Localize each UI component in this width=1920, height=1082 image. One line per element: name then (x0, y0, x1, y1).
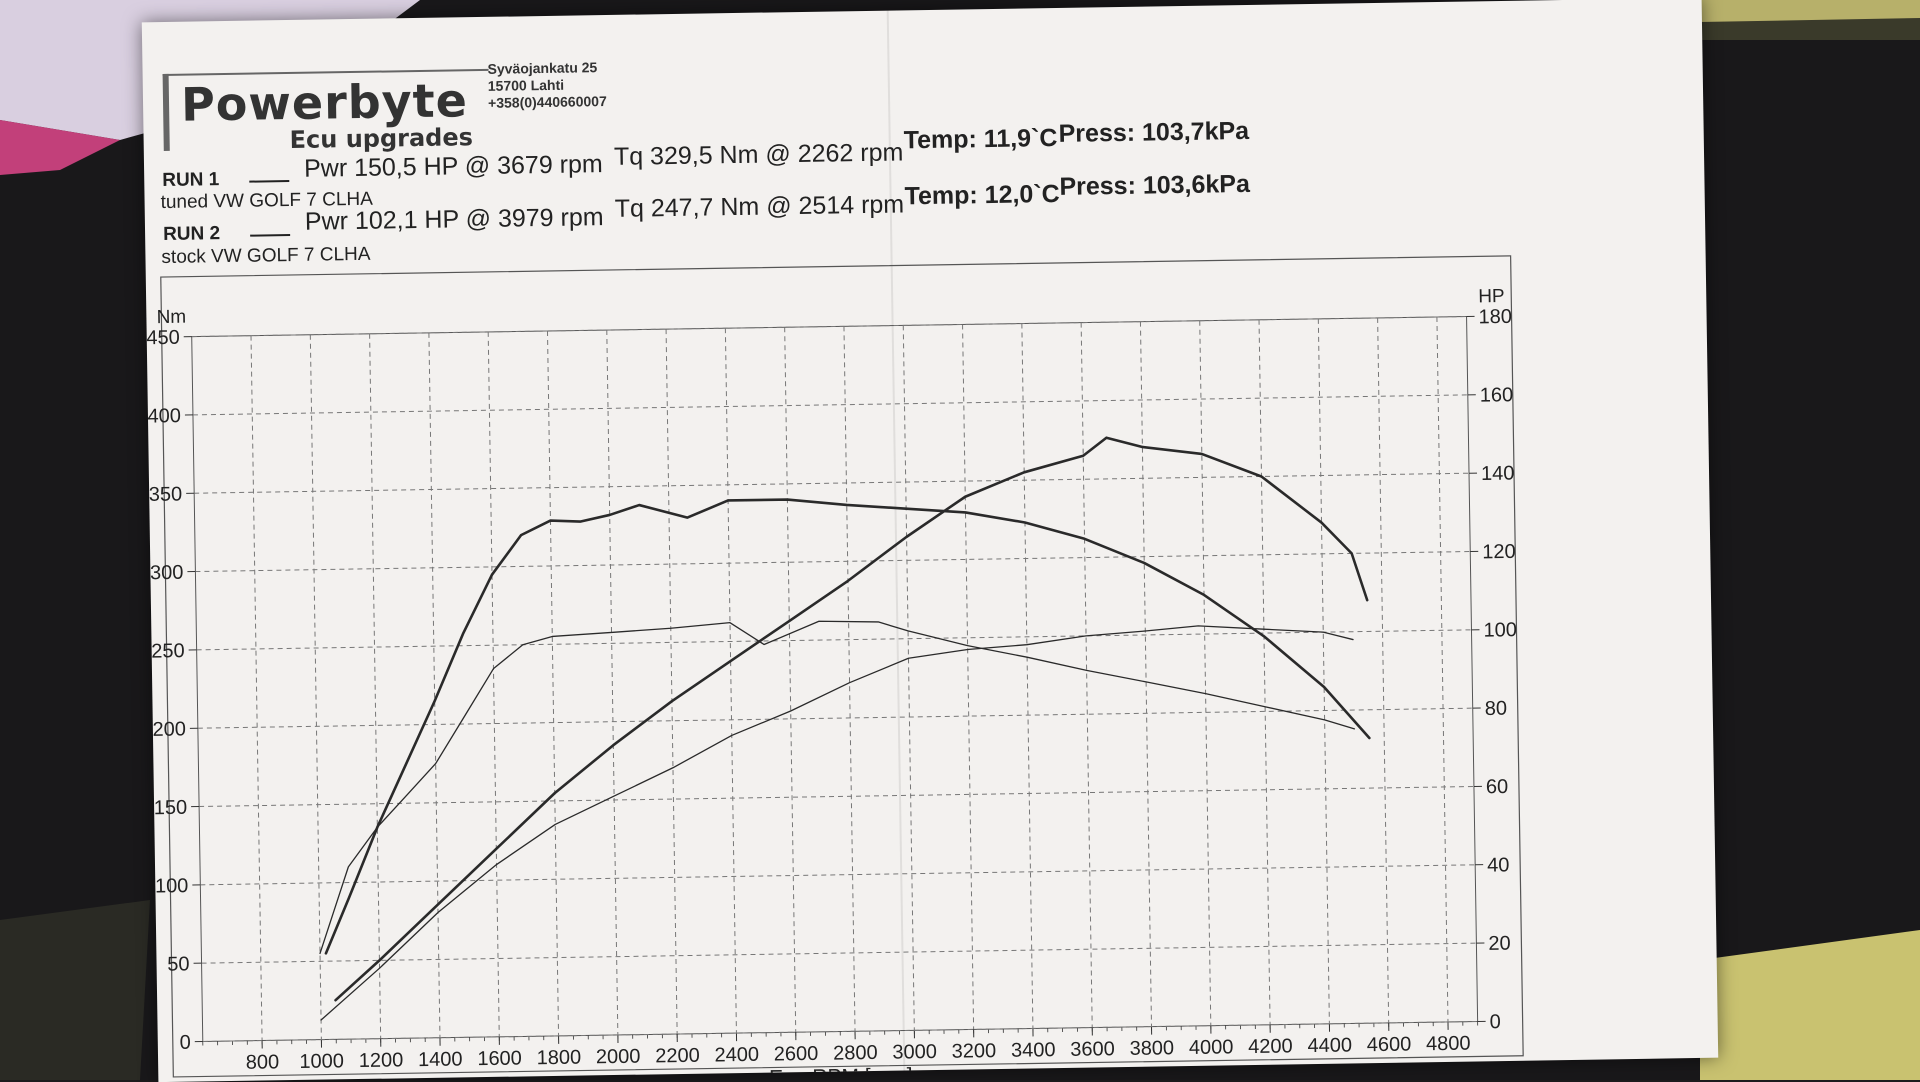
x-tick-label: 2200 (655, 1045, 700, 1068)
x-tick-label: 1200 (359, 1049, 404, 1072)
grid-vline (666, 329, 677, 1034)
x-tick-label: 2000 (596, 1046, 641, 1069)
grid-vline (1259, 320, 1270, 1025)
run-2-torque-line (315, 613, 1358, 954)
y-left-tick-label: 450 (146, 327, 180, 350)
grid-vline (310, 335, 321, 1040)
grid-hline (197, 630, 1472, 650)
grid-vline (607, 330, 618, 1035)
grid-vline (1140, 322, 1151, 1027)
y-right-tick-label: 100 (1483, 619, 1517, 642)
y-left-tick-label: 300 (150, 562, 184, 585)
run-2-power-line (315, 623, 1359, 1020)
x-tick-label: 3000 (892, 1041, 937, 1064)
x-tick-label: 1400 (418, 1048, 463, 1071)
y-left-tick-label: 250 (151, 640, 185, 663)
y-right-tick-label: 40 (1487, 854, 1510, 876)
grid-vline (251, 336, 262, 1041)
x-tick-label: 2400 (714, 1044, 759, 1067)
grid-vline (1318, 319, 1329, 1024)
y-right-tick-label: 0 (1489, 1011, 1500, 1033)
y-right-tick-label: 20 (1488, 933, 1511, 955)
plot-area (192, 317, 1478, 1042)
y-right-tick-label: 80 (1485, 698, 1508, 720)
grid-hline (198, 708, 1473, 728)
y-left-tick-label: 350 (149, 483, 183, 506)
grid-vline (1200, 321, 1211, 1026)
y-right-tick-label: 140 (1481, 462, 1515, 485)
grid-vline (488, 332, 499, 1037)
y-left-tick-label: 400 (147, 405, 181, 428)
grid-vline (903, 325, 914, 1030)
x-tick-label: 1800 (536, 1047, 581, 1070)
grid-vline (1378, 318, 1389, 1023)
grid-vline (844, 326, 855, 1031)
x-tick-label: 1600 (477, 1047, 522, 1070)
y-left-tick-label: 0 (180, 1032, 191, 1054)
x-tick-label: 4600 (1367, 1034, 1412, 1057)
y-right-tick-label: 160 (1480, 384, 1514, 407)
x-tick-label: 4000 (1189, 1036, 1234, 1059)
y-right-tick-label: 120 (1482, 541, 1516, 564)
x-tick-label: 4400 (1307, 1034, 1352, 1057)
run-1-torque-line (319, 490, 1373, 953)
dyno-sheet: Powerbyte Ecu upgrades Syväojankatu 25 1… (142, 0, 1718, 1082)
y-left-tick-label: 50 (167, 953, 190, 975)
grid-vline (963, 324, 974, 1029)
x-tick-label: 800 (246, 1051, 280, 1074)
x-tick-label: 1000 (299, 1050, 344, 1073)
grid-hline (195, 552, 1470, 572)
x-tick-label: 3600 (1070, 1038, 1115, 1061)
x-tick-label: 3400 (1011, 1039, 1056, 1062)
grid-vline (547, 331, 558, 1036)
grid-vline (1081, 323, 1092, 1028)
y-left-axis-label: Nm (156, 307, 186, 328)
x-tick-label: 3200 (952, 1040, 997, 1063)
grid-vline (370, 334, 381, 1039)
grid-vline (429, 333, 440, 1038)
y-right-axis-label: HP (1478, 286, 1505, 307)
x-tick-label: 4200 (1248, 1035, 1293, 1058)
y-right-tick-label: 180 (1478, 306, 1512, 329)
y-right-tick-label: 60 (1486, 776, 1509, 798)
grid-vline (1437, 317, 1448, 1022)
grid-vline (785, 327, 796, 1032)
grid-hline (193, 395, 1468, 415)
x-tick-label: 4800 (1426, 1033, 1471, 1056)
grid-vline (1022, 324, 1033, 1029)
y-left-tick-label: 150 (154, 797, 188, 820)
grid-hline (200, 865, 1475, 885)
y-left-tick-label: 200 (152, 718, 186, 741)
x-tick-label: 2600 (774, 1043, 819, 1066)
y-left-tick-label: 100 (155, 875, 189, 898)
x-tick-label: 3800 (1129, 1037, 1174, 1060)
x-tick-label: 2800 (833, 1042, 878, 1065)
chart-frame (161, 256, 1523, 1077)
grid-vline (725, 328, 736, 1033)
